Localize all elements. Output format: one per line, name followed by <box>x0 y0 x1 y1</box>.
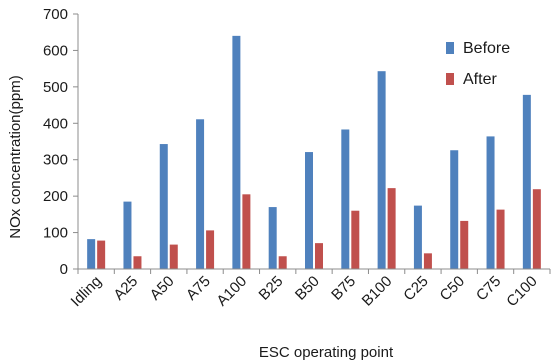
y-tick-label: 400 <box>43 115 68 132</box>
bar-before-b50 <box>305 152 313 269</box>
y-axis-title: NOx concentration(ppm) <box>7 75 24 238</box>
bars <box>87 35 541 270</box>
bar-before-a50 <box>159 144 168 269</box>
y-tick-label: 300 <box>43 152 68 169</box>
bar-after-idling <box>97 240 106 269</box>
x-tick-label: B75 <box>328 273 359 304</box>
bar-before-a75 <box>196 119 205 270</box>
bar-after-b50 <box>315 243 323 269</box>
bar-after-c25 <box>423 253 432 269</box>
bar-after-c75 <box>496 209 505 269</box>
x-tick-label: C75 <box>473 273 504 304</box>
x-tick-label: A50 <box>147 273 178 304</box>
legend-label-before: Before <box>463 40 510 57</box>
bar-before-c25 <box>413 205 422 269</box>
bar-after-b100 <box>387 188 396 269</box>
y-tick-label: 500 <box>43 79 68 96</box>
legend: Before After <box>446 40 510 88</box>
bar-before-b100 <box>377 71 386 269</box>
y-tick-label: 200 <box>43 188 68 205</box>
y-tick-label: 600 <box>43 42 68 59</box>
x-tick-label: B100 <box>359 273 396 310</box>
y-tick-label: 700 <box>43 6 68 23</box>
x-tick-label: B25 <box>256 273 287 304</box>
y-axis-ticks: 0 100 200 300 400 500 600 700 <box>43 6 78 278</box>
x-tick-label: C25 <box>400 273 431 304</box>
bar-after-a100 <box>242 194 251 269</box>
legend-label-after: After <box>463 71 497 88</box>
bar-after-a50 <box>169 244 178 269</box>
bar-after-a75 <box>206 230 215 269</box>
bar-after-a25 <box>133 256 142 269</box>
x-tick-label: Idling <box>68 273 105 310</box>
bar-before-b25 <box>268 207 277 269</box>
legend-swatch-before <box>446 42 454 54</box>
x-tick-label: A25 <box>110 273 141 304</box>
bar-before-c50 <box>450 150 459 269</box>
bar-after-b75 <box>351 210 360 269</box>
x-axis-title: ESC operating point <box>259 344 394 361</box>
bar-before-c100 <box>522 94 531 269</box>
x-tick-label: C50 <box>437 273 468 304</box>
x-tick-label: A75 <box>183 273 214 304</box>
x-tick-label: B50 <box>292 273 323 304</box>
y-tick-label: 100 <box>43 225 68 242</box>
bar-before-a25 <box>123 201 132 269</box>
bar-before-a100 <box>232 35 241 269</box>
bar-after-c100 <box>532 189 541 269</box>
x-axis-tick-labels: Idling A25 A50 A75 A100 B25 B50 B75 B100 C25 C50 C7… <box>68 273 541 310</box>
x-tick-label: A100 <box>213 273 250 310</box>
bar-before-idling <box>87 239 96 269</box>
bar-before-b75 <box>341 129 350 269</box>
x-tick-label: C100 <box>503 273 540 310</box>
y-tick-label: 0 <box>60 261 68 278</box>
bar-before-c75 <box>486 136 495 269</box>
x-axis-ticks <box>77 269 551 274</box>
legend-swatch-after <box>446 73 454 85</box>
bar-after-c50 <box>460 220 469 269</box>
bar-after-b25 <box>278 256 287 269</box>
